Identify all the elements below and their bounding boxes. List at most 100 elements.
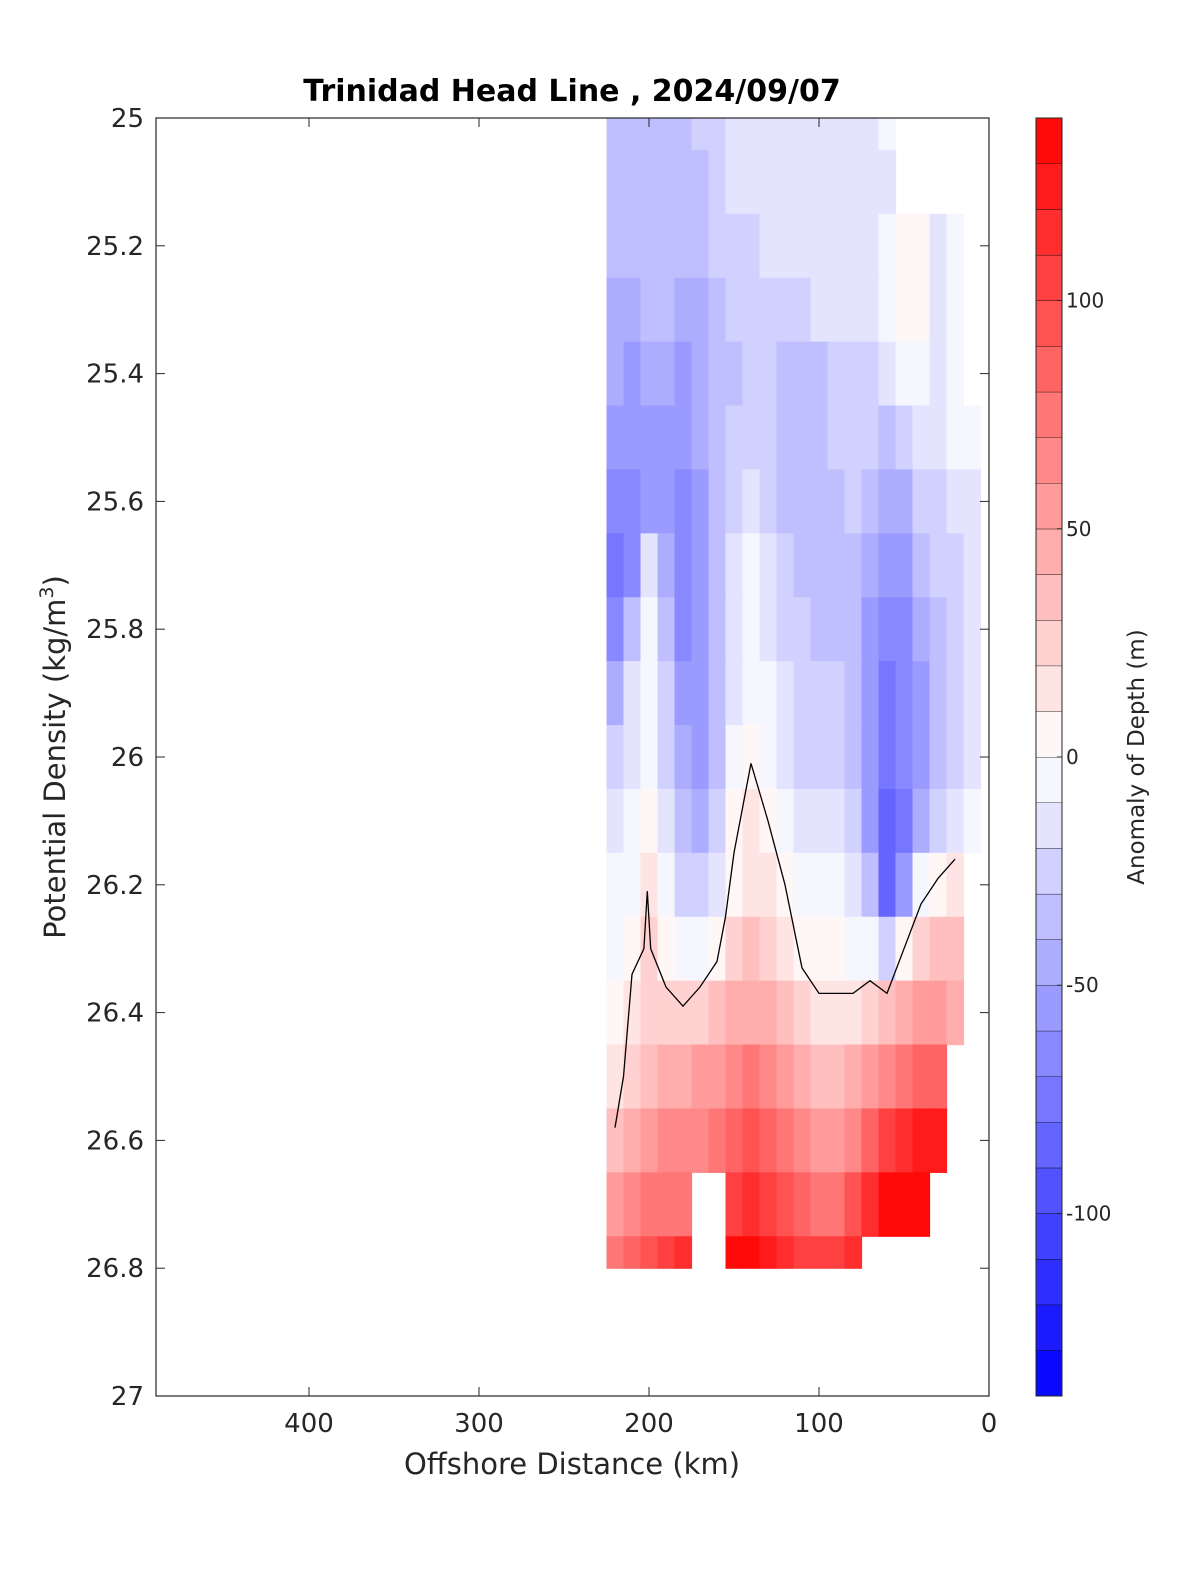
colorbar-band xyxy=(1036,665,1062,712)
contour-cell xyxy=(895,1172,914,1237)
contour-cell xyxy=(844,277,863,343)
contour-cell xyxy=(793,1044,812,1110)
y-tick-label: 25.2 xyxy=(86,232,144,262)
contour-cell xyxy=(657,118,676,151)
contour-cell xyxy=(691,277,710,343)
contour-cell xyxy=(878,533,897,598)
y-axis-label-main: Potential Density (kg/m xyxy=(38,599,72,939)
contour-cell xyxy=(878,1172,897,1237)
contour-cell xyxy=(742,469,761,534)
contour-cell xyxy=(776,597,795,662)
contour-cell xyxy=(759,533,778,598)
contour-cell xyxy=(929,916,948,982)
contour-cell xyxy=(810,725,829,790)
contour-cell xyxy=(827,725,846,790)
contour-cell xyxy=(827,852,846,918)
contour-cell xyxy=(691,852,710,918)
contour-cell xyxy=(810,149,829,215)
contour-cell xyxy=(810,213,829,279)
contour-cell xyxy=(912,916,931,982)
contour-cell xyxy=(759,725,778,790)
contour-cell xyxy=(827,405,846,471)
contour-cell xyxy=(895,533,914,598)
contour-cell xyxy=(606,277,625,343)
contour-cell xyxy=(810,405,829,471)
contour-cell xyxy=(691,149,710,215)
contour-cell xyxy=(946,980,965,1046)
contour-cell xyxy=(708,661,727,726)
contour-cell xyxy=(708,852,727,918)
contour-cell xyxy=(878,213,897,279)
contour-cell xyxy=(912,661,931,726)
contour-cell xyxy=(912,341,931,407)
contour-cell xyxy=(708,149,727,215)
colorbar-band xyxy=(1036,574,1062,621)
contour-cell xyxy=(606,980,625,1046)
contour-cell xyxy=(657,533,676,598)
contour-cell xyxy=(640,533,659,598)
colorbar-band xyxy=(1036,893,1062,940)
contour-cell xyxy=(759,405,778,471)
contour-cell xyxy=(725,725,744,790)
contour-cell xyxy=(776,149,795,215)
contour-cell xyxy=(657,916,676,982)
contour-cell xyxy=(793,597,812,662)
x-axis-label: Offshore Distance (km) xyxy=(404,1447,740,1481)
y-tick-label: 27 xyxy=(111,1382,144,1412)
contour-cell xyxy=(657,1044,676,1110)
contour-cell xyxy=(946,788,965,854)
contour-cell xyxy=(674,788,693,854)
contour-cell xyxy=(725,661,744,726)
contour-cell xyxy=(895,1044,914,1110)
contour-cell xyxy=(861,118,880,151)
contour-cell xyxy=(725,469,744,534)
contour-cell xyxy=(742,1044,761,1110)
contour-cell xyxy=(844,980,863,1046)
x-tick-label: 200 xyxy=(624,1409,674,1439)
contour-cell xyxy=(708,533,727,598)
colorbar-band xyxy=(1036,209,1062,255)
colorbar-band xyxy=(1036,118,1062,164)
colorbar-band xyxy=(1036,391,1062,438)
contour-cell xyxy=(912,469,931,534)
contour-cell xyxy=(878,597,897,662)
contour-cell xyxy=(640,788,659,854)
contour-cell xyxy=(691,1108,710,1173)
contour-cell xyxy=(640,213,659,279)
contour-cell xyxy=(657,852,676,918)
contour-cell xyxy=(793,1108,812,1173)
contour-cell xyxy=(929,1108,948,1173)
x-tick-label: 100 xyxy=(794,1409,844,1439)
contour-cell xyxy=(708,788,727,854)
contour-cell xyxy=(623,788,642,854)
contour-cell xyxy=(776,916,795,982)
contour-cell xyxy=(759,661,778,726)
contour-cell xyxy=(640,661,659,726)
contour-cell xyxy=(691,1044,710,1110)
contour-cell xyxy=(606,725,625,790)
contour-cell xyxy=(912,1044,931,1110)
contour-cell xyxy=(759,213,778,279)
contour-cell xyxy=(793,469,812,534)
contour-cell xyxy=(878,661,897,726)
contour-cell xyxy=(912,533,931,598)
contour-cell xyxy=(810,533,829,598)
contour-cell xyxy=(742,980,761,1046)
contour-cell xyxy=(725,852,744,918)
contour-cell xyxy=(623,725,642,790)
contour-cell xyxy=(827,916,846,982)
contour-cell xyxy=(946,852,965,918)
colorbar-band xyxy=(1036,939,1062,986)
contour-cell xyxy=(742,916,761,982)
contour-cell xyxy=(929,277,948,343)
contour-cell xyxy=(912,213,931,279)
contour-cell xyxy=(691,341,710,407)
contour-cell xyxy=(742,118,761,151)
contour-cell xyxy=(946,533,965,598)
contour-cell xyxy=(640,149,659,215)
contour-cell xyxy=(674,661,693,726)
contour-cell xyxy=(657,1108,676,1173)
colorbar-tick-label: 0 xyxy=(1066,745,1079,769)
contour-cell xyxy=(640,118,659,151)
contour-cell xyxy=(827,118,846,151)
